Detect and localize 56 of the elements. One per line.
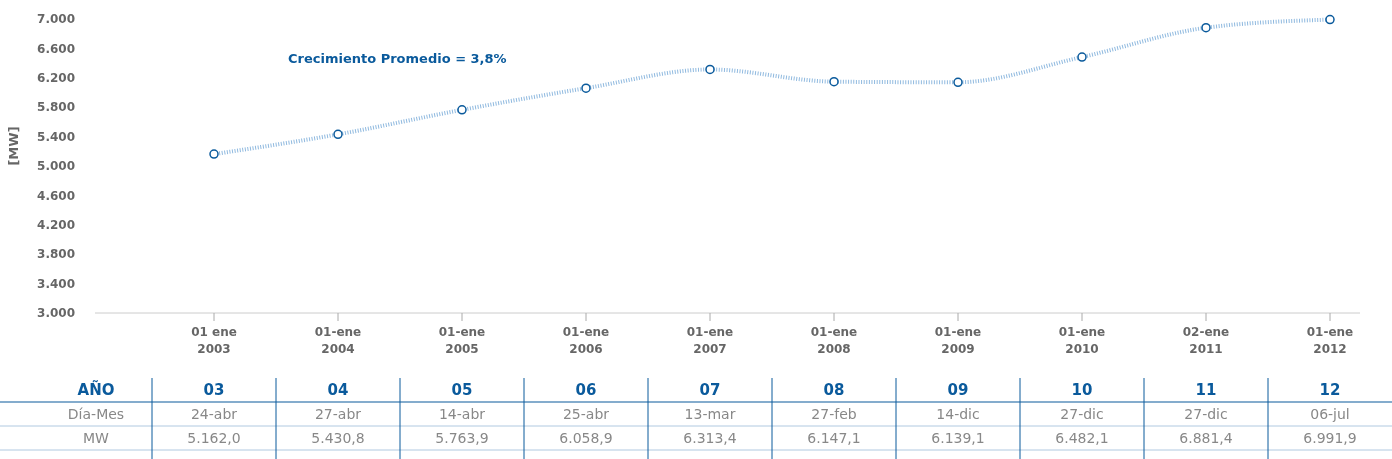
text: 27-feb	[811, 405, 857, 422]
text: 27-abr	[314, 405, 362, 422]
x-tick-label: 01-ene 2005	[438, 325, 486, 356]
x-tick-label: 01-ene 2004	[314, 325, 362, 356]
x-tick-label: 01 ene 2003	[191, 325, 237, 356]
data-label: 6.881,4	[1179, 429, 1233, 446]
y-tick-label: 7.000	[37, 12, 75, 27]
x-tick-label: 01-ene 2007	[686, 325, 734, 356]
y-tick-label: 4.200	[37, 218, 75, 232]
text: 24-abr	[190, 405, 238, 422]
x-tick-label: 01-ene 2006	[562, 325, 610, 356]
x-tick-label: 01-ene 2010	[1058, 325, 1106, 356]
y-tick-label: 5.000	[37, 159, 75, 174]
x-tick-label: 02-ene 2011	[1182, 325, 1230, 356]
y-tick-label: 5.800	[37, 100, 75, 115]
text: 11	[1195, 381, 1217, 400]
text: 09	[947, 381, 969, 400]
text: 27-dic	[1184, 405, 1228, 422]
text: 12	[1319, 381, 1341, 400]
y-tick-label: 5.400	[37, 129, 75, 144]
data-label: 6.058,9	[559, 429, 613, 446]
text: 13-mar	[684, 405, 736, 422]
data-label: 5.162,0	[187, 429, 241, 446]
text: 07	[699, 381, 721, 400]
annotation: Crecimiento Promedio = 3,8%	[288, 51, 507, 66]
data-label: 6.147,1	[807, 429, 861, 446]
text: Día-Mes	[67, 405, 125, 422]
text: 03	[203, 381, 225, 400]
text: AÑO	[77, 380, 115, 400]
y-tick-label: 3.400	[37, 276, 75, 291]
y-tick-label: 6.200	[37, 71, 75, 85]
data-label: 6.139,1	[931, 429, 985, 446]
text: 06	[575, 381, 597, 400]
y-tick-label: 3.000	[37, 306, 75, 321]
data-label: 6.991,9	[1303, 429, 1357, 446]
text: MW	[83, 429, 110, 446]
y-tick-label: 4.600	[37, 188, 75, 203]
data-label: 5.430,8	[311, 429, 365, 446]
x-tick-label: 01-ene 2008	[810, 325, 858, 356]
data-label: 6.313,4	[683, 429, 737, 446]
text: 05	[451, 381, 473, 400]
text: 14-dic	[936, 405, 980, 422]
x-tick-label: 01-ene 2009	[934, 325, 982, 356]
text: 04	[327, 381, 349, 400]
data-label: 5.763,9	[435, 429, 489, 446]
text: 08	[823, 381, 845, 400]
text: 06-jul	[1310, 405, 1350, 422]
y-tick-label: 6.600	[37, 41, 75, 56]
text: 14-abr	[438, 405, 486, 422]
data-label: 6.482,1	[1055, 429, 1109, 446]
y-axis-title: [MW]	[6, 126, 21, 166]
text: 10	[1071, 381, 1093, 400]
text: 25-abr	[562, 405, 610, 422]
y-tick-label: 3.800	[37, 247, 75, 262]
x-tick-label: 01-ene 2012	[1306, 325, 1354, 356]
text: 27-dic	[1060, 405, 1104, 422]
